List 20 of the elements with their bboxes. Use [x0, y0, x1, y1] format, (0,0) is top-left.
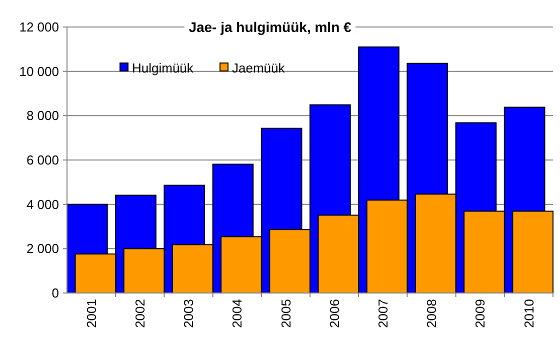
x-tick-label: 2006 — [326, 299, 342, 328]
y-tick-label: 2 000 — [26, 241, 59, 256]
x-tick-label: 2007 — [375, 299, 390, 328]
x-tick-label: 2001 — [84, 299, 99, 328]
x-tick-label: 2003 — [181, 299, 196, 328]
x-tick-label: 2009 — [472, 299, 488, 328]
x-tick-label: 2005 — [278, 299, 294, 328]
legend-label: Jaemüük — [232, 60, 286, 76]
y-tick-label: 12 000 — [19, 20, 59, 35]
y-tick-label: 0 — [52, 286, 59, 301]
x-tick-label: 2002 — [132, 299, 148, 328]
y-tick-label: 4 000 — [26, 196, 59, 212]
y-tick-label: 10 000 — [19, 64, 59, 79]
x-tick-label: 2010 — [521, 299, 536, 328]
y-tick-label: 8 000 — [26, 108, 59, 124]
legend-label: Hulgimüük — [132, 60, 194, 76]
x-tick-label: 2004 — [230, 299, 245, 328]
chart-title: Jae- ja hulgimüük, mln € — [188, 18, 352, 35]
y-tick-label: 6 000 — [26, 152, 59, 168]
x-tick-label: 2008 — [424, 299, 440, 328]
